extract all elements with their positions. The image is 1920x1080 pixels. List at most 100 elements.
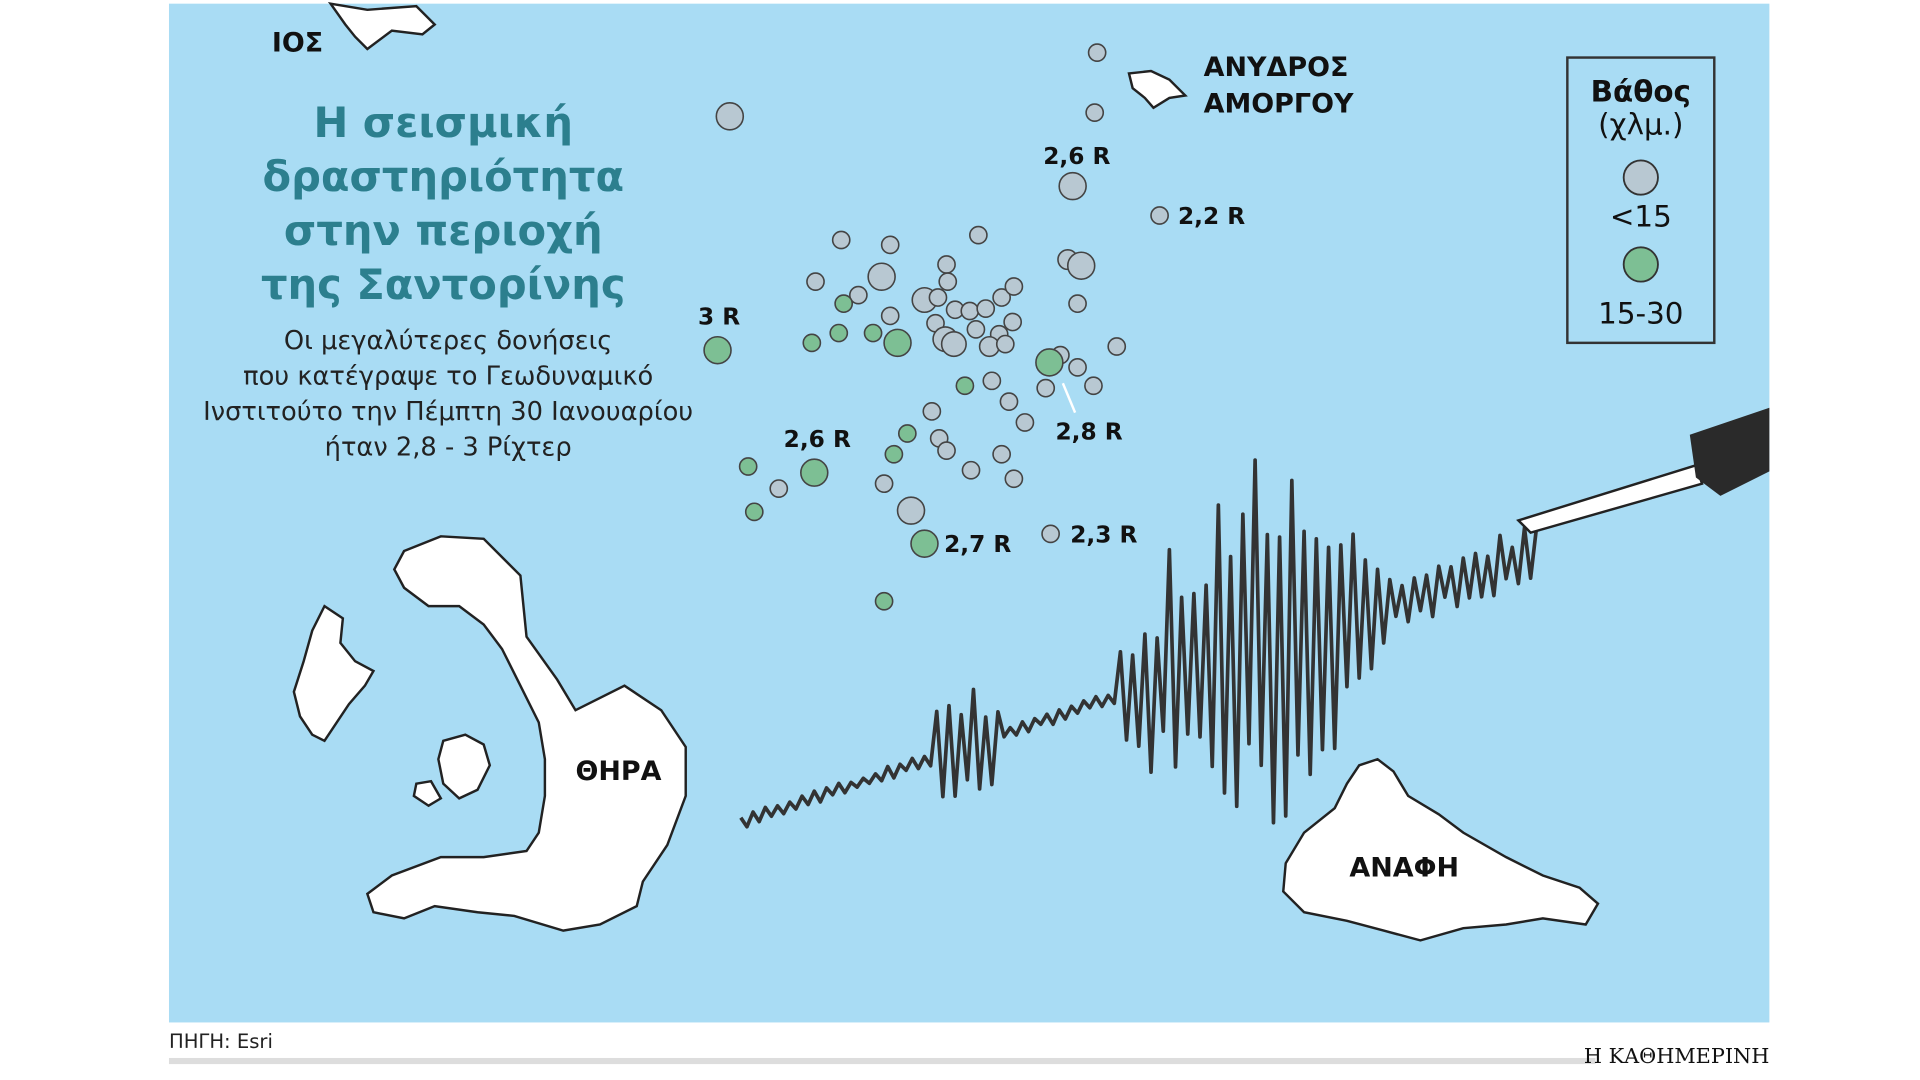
earthquake <box>806 272 825 291</box>
earthquake <box>834 294 854 314</box>
magnitude-label: 2,8 R <box>1056 419 1123 446</box>
earthquake <box>960 301 980 321</box>
earthquake <box>769 479 789 498</box>
earthquake <box>897 424 917 443</box>
earthquake <box>1107 337 1127 356</box>
subtitle-line: Ινστιτούτο την Πέμπτη 30 Ιανουαρίου <box>203 397 693 427</box>
earthquake <box>867 262 896 291</box>
pen-body <box>1689 407 1770 496</box>
earthquake <box>938 272 958 291</box>
sea <box>168 3 1770 1023</box>
earthquake <box>1003 312 1023 332</box>
title-line: δραστηριότητα <box>262 152 624 201</box>
legend-item: <15 <box>1610 200 1672 234</box>
earthquake <box>1066 251 1096 280</box>
earthquake <box>995 334 1015 354</box>
earthquake <box>910 529 939 558</box>
earthquakes <box>703 43 1169 611</box>
legend-unit: (χλμ.) <box>1598 108 1683 142</box>
earthquake <box>982 371 1002 391</box>
legend: Βάθος (χλμ.) <15 15-30 <box>1566 56 1716 345</box>
earthquake <box>1041 524 1060 544</box>
title: Η σεισμική δραστηριότητα στην περιοχή τη… <box>261 98 626 309</box>
earthquake <box>992 444 1011 464</box>
earthquake <box>922 402 942 421</box>
subtitle-line: που κατέγραψε το Γεωδυναμικό <box>243 361 653 391</box>
earthquake <box>715 102 745 131</box>
pointer-line <box>1061 382 1077 414</box>
earthquake <box>744 502 764 522</box>
earthquake <box>1035 348 1064 377</box>
earthquake <box>999 392 1019 411</box>
earthquake <box>874 474 894 494</box>
earthquake <box>1058 171 1087 201</box>
earthquake <box>992 288 1011 307</box>
earthquake <box>937 441 956 460</box>
seismograph <box>739 458 1539 829</box>
legend-item: 15-30 <box>1598 296 1683 330</box>
earthquake <box>969 225 988 245</box>
earthquake <box>976 299 996 318</box>
subtitle-line: Οι μεγαλύτερες δονήσεις <box>284 326 612 356</box>
title-line: Η σεισμική <box>313 98 573 147</box>
subtitle: Οι μεγαλύτερες δονήσεις που κατέγραψε το… <box>203 326 693 463</box>
earthquake <box>831 230 851 250</box>
palea-kameni-island <box>412 779 443 808</box>
place-label: ΙΟΣ <box>272 27 323 58</box>
earthquake <box>703 335 732 365</box>
earthquake <box>874 591 894 611</box>
magnitude-label: 2,6 R <box>1043 143 1110 170</box>
anydros-island <box>1127 69 1188 110</box>
nea-kameni-island <box>437 733 492 800</box>
earthquake <box>883 328 912 358</box>
title-line: στην περιοχή <box>284 206 603 255</box>
anafi-island <box>1281 757 1600 942</box>
earthquake <box>978 335 1000 358</box>
legend-title: Βάθος <box>1591 75 1691 109</box>
publisher: Η ΚΑΘΗΜΕΡΙΝΗ <box>1584 1044 1770 1068</box>
earthquake <box>1036 378 1056 398</box>
earthquake <box>955 376 975 396</box>
thira-island <box>365 535 687 932</box>
earthquake <box>1068 294 1087 314</box>
magnitude-label: 2,3 R <box>1070 521 1137 548</box>
earthquake <box>896 496 926 525</box>
earthquake <box>1085 103 1105 123</box>
magnitude-label: 2,7 R <box>944 531 1011 558</box>
legend-swatch <box>1622 246 1659 283</box>
earthquake <box>966 320 986 339</box>
magnitude-label: 2,2 R <box>1178 203 1245 230</box>
earthquake <box>800 458 829 487</box>
subtitle-line: ήταν 2,8 - 3 Ρίχτερ <box>325 433 572 463</box>
earthquake <box>880 306 900 326</box>
earthquake <box>880 235 900 255</box>
earthquake <box>1015 413 1035 432</box>
earthquake <box>829 323 849 343</box>
place-label: ΑΜΟΡΓΟΥ <box>1204 89 1354 120</box>
therasia-island <box>292 604 376 743</box>
pen-needle <box>1516 463 1704 535</box>
earthquake <box>961 460 981 480</box>
title-line: της Σαντορίνης <box>261 260 626 309</box>
source: ΠΗΓΗ: Esri <box>169 1030 273 1053</box>
earthquake <box>1068 357 1087 377</box>
earthquake <box>849 285 868 305</box>
islands <box>292 1 1600 942</box>
magnitude-label: 2,6 R <box>784 426 851 453</box>
earthquake <box>940 331 967 358</box>
footer-bar <box>168 1057 1596 1065</box>
ios-island <box>327 1 437 51</box>
earthquake <box>1084 376 1103 396</box>
place-label: ΑΝΑΦΗ <box>1349 853 1459 884</box>
earthquake <box>1004 277 1024 296</box>
magnitude-label: 3 R <box>698 303 740 330</box>
earthquake <box>1150 206 1169 225</box>
earthquake <box>1004 469 1024 489</box>
earthquake <box>1087 43 1107 63</box>
earthquake <box>937 255 956 274</box>
earthquake <box>884 444 904 464</box>
legend-swatch <box>1622 159 1659 196</box>
place-label: ΑΝΥΔΡΟΣ <box>1204 52 1349 83</box>
